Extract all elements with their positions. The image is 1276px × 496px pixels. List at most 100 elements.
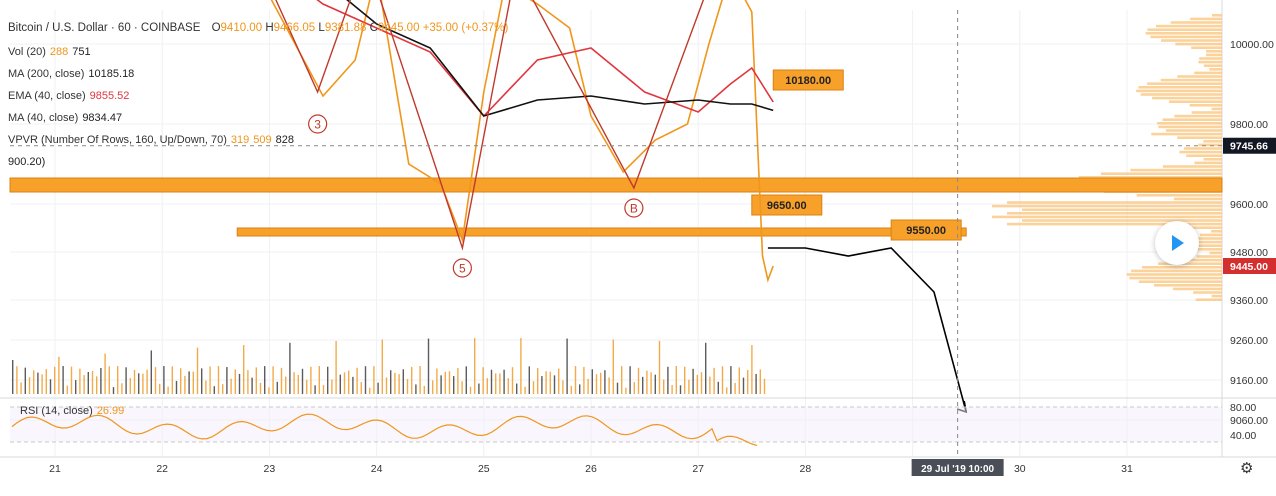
volume-bar xyxy=(364,366,367,394)
volume-bar xyxy=(112,387,115,394)
vpvr-row xyxy=(1211,230,1222,233)
vpvr-row xyxy=(1154,284,1222,287)
volume-bar xyxy=(763,378,766,394)
rsi-tick-label: 40.00 xyxy=(1230,430,1256,442)
vpvr-row xyxy=(1212,14,1222,17)
wave-label: 5 xyxy=(459,262,466,276)
volume-bar xyxy=(688,379,690,394)
time-tick-label: 31 xyxy=(1121,463,1133,475)
time-tick-label: 25 xyxy=(478,463,490,475)
gear-icon[interactable]: ⚙ xyxy=(1240,459,1254,477)
volume-bar xyxy=(150,350,152,394)
indicator-row-ema40[interactable]: EMA (40, close) 9855.52 xyxy=(8,90,130,102)
volume-bar xyxy=(318,366,320,394)
vpvr-row xyxy=(1022,208,1222,211)
time-tick-label: 23 xyxy=(264,463,276,475)
vpvr-row xyxy=(1007,222,1222,226)
rsi-legend[interactable]: RSI (14, close) 26.99 xyxy=(20,405,124,417)
volume-bar xyxy=(448,371,451,394)
volume-bar xyxy=(222,384,224,394)
volume-bar xyxy=(444,371,446,394)
series-line-ma-40 xyxy=(346,0,774,117)
vpvr-row xyxy=(1190,237,1222,240)
volume-bar xyxy=(54,366,56,394)
wave-label-circle xyxy=(308,114,328,134)
price-tick-label: 10000.00 xyxy=(1230,39,1274,51)
volume-bar xyxy=(537,368,539,394)
zone-band[interactable] xyxy=(236,227,967,237)
support-resistance-zones[interactable]: 10180.00 9650.00 9550.00 xyxy=(9,0,1223,241)
volume-bar xyxy=(306,379,308,394)
vpvr-row xyxy=(1206,50,1222,53)
volume-bar xyxy=(423,385,425,394)
volume-bar xyxy=(604,370,606,394)
price-tick-label: 9600.00 xyxy=(1230,199,1268,211)
volume-bar xyxy=(268,387,270,394)
time-tick-label: 27 xyxy=(692,463,704,475)
volume-bar xyxy=(549,371,551,394)
vpvr-row xyxy=(1140,93,1222,96)
price-tick-label: 9060.00 xyxy=(1230,415,1268,427)
vpvr-row xyxy=(1100,172,1222,175)
volume-bar xyxy=(642,376,644,394)
volume-bar xyxy=(159,383,161,394)
volume-bar xyxy=(726,387,728,394)
volume-bar xyxy=(264,366,266,394)
vpvr-row xyxy=(1151,132,1222,136)
volume-bar xyxy=(251,377,253,394)
volume-bar xyxy=(87,371,89,394)
volume-bar xyxy=(436,368,438,394)
volume-bar xyxy=(163,366,165,394)
vpvr-row xyxy=(1078,176,1222,179)
volume-bar xyxy=(285,376,287,394)
volume-bar xyxy=(474,338,476,394)
vpvr-row xyxy=(1193,291,1222,294)
volume-bar xyxy=(721,366,724,394)
vpvr-row xyxy=(1198,143,1222,147)
rsi-band xyxy=(10,407,1222,442)
indicator-legend: Vol (20) 288 751 MA (200, close) 10185.18 E… xyxy=(8,42,294,174)
volume-bar xyxy=(692,368,694,394)
elliott-wave: 1435ABC xyxy=(275,0,705,278)
wave-label: 3 xyxy=(314,118,321,132)
price-marker-box xyxy=(1223,137,1276,154)
volume-bar xyxy=(381,339,383,394)
volume-bar xyxy=(528,366,530,394)
volume-bar xyxy=(58,356,60,394)
zone-band[interactable] xyxy=(9,177,1223,193)
volume-bar xyxy=(108,366,110,394)
time-tick-label: 30 xyxy=(1014,463,1026,475)
volume-bar xyxy=(96,376,98,394)
vpvr-row xyxy=(1209,251,1222,255)
price-marker-box xyxy=(1223,258,1276,274)
vpvr-row xyxy=(1138,280,1222,283)
indicator-row-ma40[interactable]: MA (40, close) 9834.47 xyxy=(8,112,123,124)
volume-bar xyxy=(314,385,316,394)
vpvr-row xyxy=(1206,53,1222,57)
volume-bar xyxy=(713,367,715,394)
volume-bar xyxy=(520,338,522,394)
volume-bar xyxy=(297,374,299,394)
zone-label: 9650.00 xyxy=(767,200,807,212)
play-button[interactable] xyxy=(1155,221,1199,265)
vpvr-row xyxy=(1136,194,1222,197)
crosshair-time-box xyxy=(911,459,1004,476)
indicator-row-volume[interactable]: Vol (20) 288 751 xyxy=(8,46,91,58)
vpvr-row xyxy=(1157,122,1222,125)
volume-bar xyxy=(663,379,665,394)
zone-label-box xyxy=(751,194,823,216)
indicator-row-vpvr[interactable]: VPVR (Number Of Rows, 160, Up/Down, 70) 3… xyxy=(8,134,294,146)
volume-bar xyxy=(541,376,543,394)
vpvr-row xyxy=(1147,28,1222,31)
price-series xyxy=(270,0,968,414)
rsi-panel xyxy=(10,406,1222,446)
volume-bar xyxy=(406,379,409,394)
volume-bar xyxy=(402,369,404,394)
indicator-row-ma200[interactable]: MA (200, close) 10185.18 xyxy=(8,68,135,80)
volume-bar xyxy=(45,369,47,394)
volume-bar xyxy=(83,375,85,394)
vpvr-row xyxy=(1199,233,1222,237)
vpvr-row xyxy=(1162,118,1222,121)
volume-bar xyxy=(201,368,203,394)
